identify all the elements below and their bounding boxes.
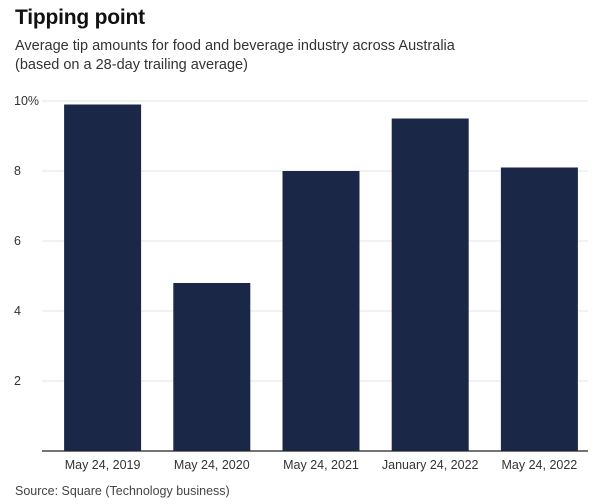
y-tick-label: 4 <box>14 304 21 318</box>
x-tick-label: January 24, 2022 <box>382 458 479 472</box>
source-note: Source: Square (Technology business) <box>15 484 230 498</box>
subtitle-line-1: Average tip amounts for food and beverag… <box>15 38 455 54</box>
x-tick-label: May 24, 2020 <box>174 458 250 472</box>
x-axis-ticks: May 24, 2019 May 24, 2020 May 24, 2021 Janu… <box>65 458 578 472</box>
chart-subtitle: Average tip amounts for food and beverag… <box>15 37 575 75</box>
y-tick-label: 10% <box>14 94 39 108</box>
x-tick-label: May 24, 2022 <box>502 458 578 472</box>
x-tick-label: May 24, 2019 <box>65 458 141 472</box>
y-tick-label: 6 <box>14 234 21 248</box>
x-tick-label: May 24, 2021 <box>283 458 359 472</box>
y-axis-ticks: 2 4 6 8 10% <box>14 94 39 388</box>
bars <box>64 104 578 451</box>
bar <box>282 171 360 451</box>
y-tick-label: 2 <box>14 374 21 388</box>
bar <box>64 104 142 451</box>
y-tick-label: 8 <box>14 164 21 178</box>
bar <box>500 167 578 451</box>
bar <box>173 283 251 451</box>
chart-title: Tipping point <box>15 6 145 29</box>
bar <box>391 118 469 451</box>
subtitle-line-2: (based on a 28-day trailing average) <box>15 57 248 73</box>
